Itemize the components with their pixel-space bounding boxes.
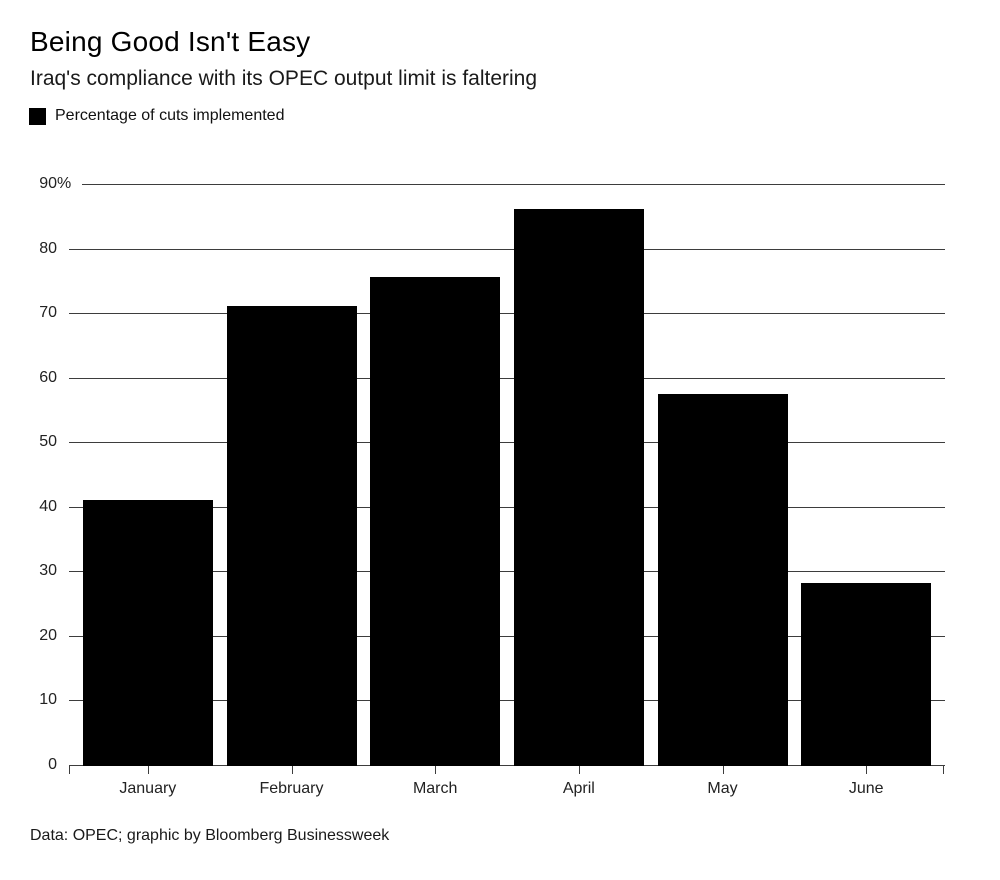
gridline-10 [69, 700, 945, 702]
bar-january [82, 500, 213, 766]
bar-slot-february: February [220, 185, 364, 797]
gridline-30 [69, 571, 945, 573]
x-axis-label-may: May [707, 780, 738, 797]
bar-february [226, 305, 357, 766]
chart-subtitle: Iraq's compliance with its OPEC output l… [30, 67, 538, 90]
x-axis-label-february: February [259, 780, 324, 797]
gridline-20 [69, 635, 945, 637]
bar-april [513, 208, 644, 766]
gridline-40 [69, 506, 945, 508]
bar-slot-april: April [507, 185, 651, 797]
bar-slot-may: May [651, 185, 795, 797]
y-axis-tick-label-10: 10 [39, 691, 57, 709]
bar-march [370, 277, 501, 766]
x-axis-tick-may [722, 766, 724, 774]
x-axis-tick-april [578, 766, 580, 774]
chart-title: Being Good Isn't Easy [30, 26, 311, 57]
legend: Percentage of cuts implemented [29, 107, 284, 125]
source-note: Data: OPEC; graphic by Bloomberg Busines… [30, 827, 390, 844]
x-axis-end-tick-left [69, 766, 70, 774]
y-axis-tick-label-30: 30 [39, 562, 57, 580]
plot-area: 90% 80 70 60 50 40 30 20 10 0 January February March… [39, 176, 945, 797]
gridline-60 [69, 377, 945, 379]
x-axis-label-march: March [412, 780, 458, 797]
y-axis-tick-label-0: 0 [48, 756, 57, 773]
x-axis-label-april: April [562, 780, 595, 797]
y-axis-tick-label-50: 50 [39, 433, 57, 451]
bar-slot-march: March [363, 185, 507, 797]
bar-june [801, 583, 932, 766]
y-axis-tick-label-90: 90% [39, 175, 72, 192]
x-axis-tick-june [866, 766, 868, 774]
legend-swatch-icon [29, 107, 46, 125]
gridline-90 [82, 184, 945, 185]
y-axis-tick-label-60: 60 [39, 368, 57, 386]
bar-may [657, 393, 788, 766]
x-axis-end-tick-right [943, 766, 944, 774]
bars-layer: January February March April May June [76, 185, 938, 797]
gridline-70 [69, 313, 945, 315]
legend-label: Percentage of cuts implemented [55, 107, 285, 124]
bar-slot-january: January [76, 185, 220, 797]
y-axis-tick-label-80: 80 [39, 239, 57, 257]
x-axis-tick-february [291, 766, 293, 774]
gridline-50 [69, 442, 945, 444]
y-axis-percent-suffix: % [57, 175, 72, 192]
bar-slot-june: June [794, 185, 938, 797]
y-axis-tick-label-20: 20 [39, 626, 57, 644]
x-axis-tick-january [147, 766, 149, 774]
y-axis-tick-label-40: 40 [39, 497, 57, 515]
gridline-80 [69, 248, 945, 250]
x-axis-label-january: January [119, 780, 177, 797]
x-axis-tick-march [435, 766, 437, 774]
y-axis-tick-label-70: 70 [39, 304, 57, 322]
gridline-0 [69, 765, 945, 766]
x-axis-label-june: June [848, 780, 884, 797]
